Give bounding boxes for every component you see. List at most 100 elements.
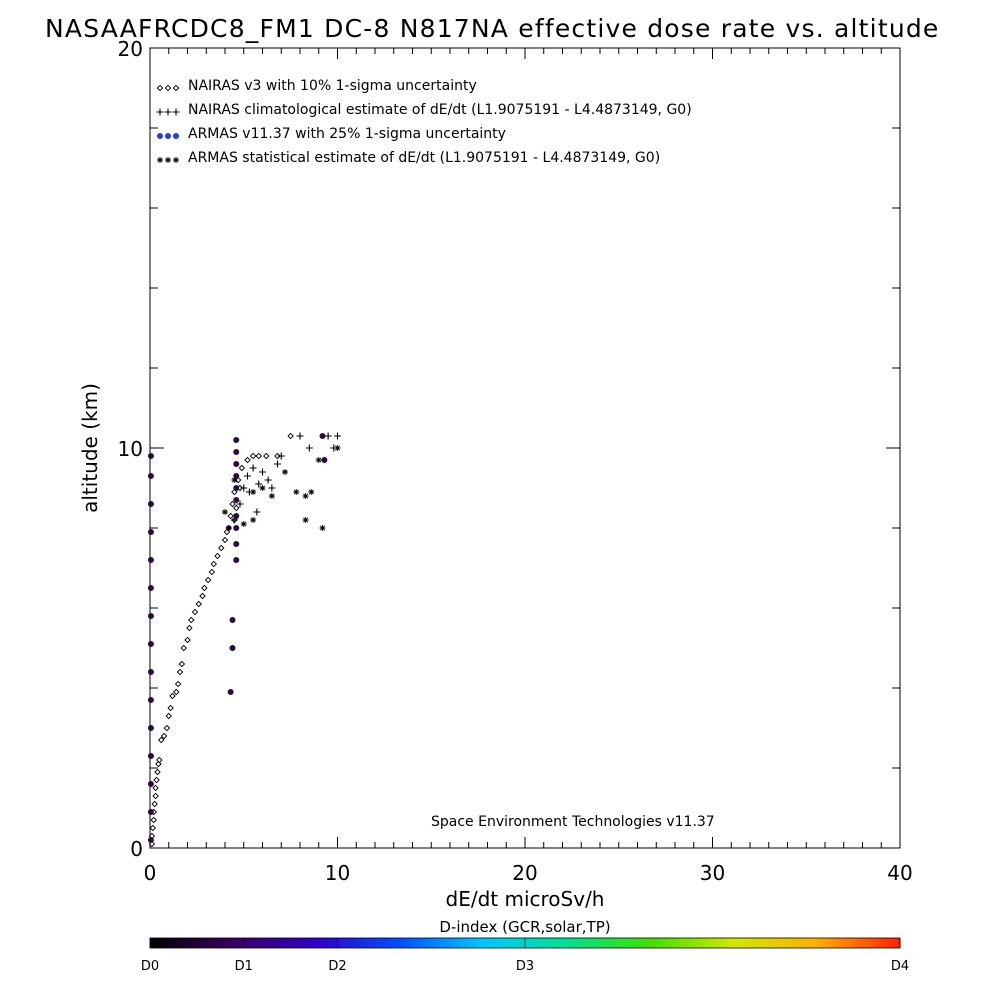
y-tick-label: 0 [130,837,143,861]
diamond-point [152,792,159,800]
diamond-point [160,732,168,740]
colorbar-label: D2 [328,959,346,974]
legend-symbol [173,157,179,163]
legend-symbol [156,108,164,116]
diamond-point [178,660,186,668]
colorbar-label: D3 [516,959,534,974]
chart-title: NASAAFRCDC8_FM1 DC-8 N817NA effective do… [45,14,940,43]
dot-point [233,513,240,519]
plus-point [324,432,332,440]
diamond-point [210,560,217,568]
diamond-point [238,464,246,472]
diamond-point [165,712,172,720]
diamond-point [174,680,182,688]
dot-point [147,725,154,731]
diamond-point [163,724,171,732]
plus-point [264,476,272,484]
diamond-point [167,704,174,712]
x-tick-label: 30 [700,861,725,885]
colorbar-labels: D0 D1 D2 D3 D4 [141,938,909,974]
asterisk-point [293,489,300,495]
dot-point [147,837,154,843]
diamond-point [227,512,234,520]
colorbar-label: D1 [235,959,253,974]
legend-symbol [172,84,180,92]
plus-point [236,500,244,508]
dot-point [147,473,154,479]
x-tick-label: 20 [512,861,537,885]
dot-point [147,697,154,703]
plus-point [244,472,251,480]
plus-point [334,432,341,440]
dot-point [147,781,154,787]
axis-ticks [149,47,901,849]
plus-point [268,484,276,492]
diamond-point [255,452,262,460]
diamond-point [244,456,251,464]
diamond-point [233,504,240,512]
asterisk-point [268,493,275,499]
diamond-point [180,644,187,652]
dot-point [147,809,154,815]
plot-frame [149,47,901,849]
diamond-point [204,576,212,584]
asterisk-point [240,521,247,527]
axis-tick-labels: 0 10 20 30 40 0 10 20 [118,37,913,885]
y-axis-label: altitude (km) [78,383,102,513]
diamond-point [169,692,176,700]
diamond-point [263,452,270,460]
asterisk-point [334,445,341,451]
asterisk-point [222,509,228,515]
diamond-point [274,452,281,460]
diamond-point [155,760,162,768]
data-marks [147,432,341,848]
series-dot [147,433,328,843]
diamond-point [249,452,257,460]
diamond-point [199,592,206,600]
legend-symbol [156,84,164,92]
diamond-point [221,536,229,544]
diamond-point [234,476,242,484]
plus-point [240,484,248,492]
dot-point [321,457,328,463]
asterisk-point [315,457,322,463]
diamond-point [218,544,225,552]
diamond-point [208,568,216,576]
credit-text: Space Environment Technologies v11.37 [431,814,715,830]
diamond-point [201,584,208,592]
y-tick-label: 20 [118,37,143,61]
dot-point [233,485,240,491]
diamond-point [176,668,184,676]
dot-point [233,437,240,443]
asterisk-point [250,517,257,523]
x-tick-label: 40 [887,861,912,885]
legend-label: NAIRAS climatological estimate of dE/dt … [188,102,692,118]
dot-point [233,557,240,563]
x-tick-label: 0 [144,861,157,885]
series-diamond [148,432,294,848]
diamond-point [150,816,157,824]
dot-point [233,497,240,503]
legend-label: NAIRAS v3 with 10% 1-sigma uncertainty [188,78,477,94]
dot-point [147,641,154,647]
asterisk-point [308,489,315,495]
diamond-point [195,600,202,608]
colorbar-title: D-index (GCR,solar,TP) [439,918,610,936]
asterisk-point [302,493,309,499]
legend-symbol [157,157,163,163]
dot-point [233,449,240,455]
diamond-point [223,528,231,536]
legend-symbol [164,108,172,116]
dot-point [147,585,154,591]
diamond-point [186,624,193,632]
legend-symbol [173,133,179,139]
asterisk-point [282,469,288,475]
legend-label: ARMAS v11.37 with 25% 1-sigma uncertaint… [188,126,506,142]
asterisk-point [250,489,257,495]
diamond-point [229,500,236,508]
dot-point [147,669,154,675]
x-tick-label: 10 [325,861,350,885]
dot-point [229,617,236,623]
diamond-point [287,432,294,440]
